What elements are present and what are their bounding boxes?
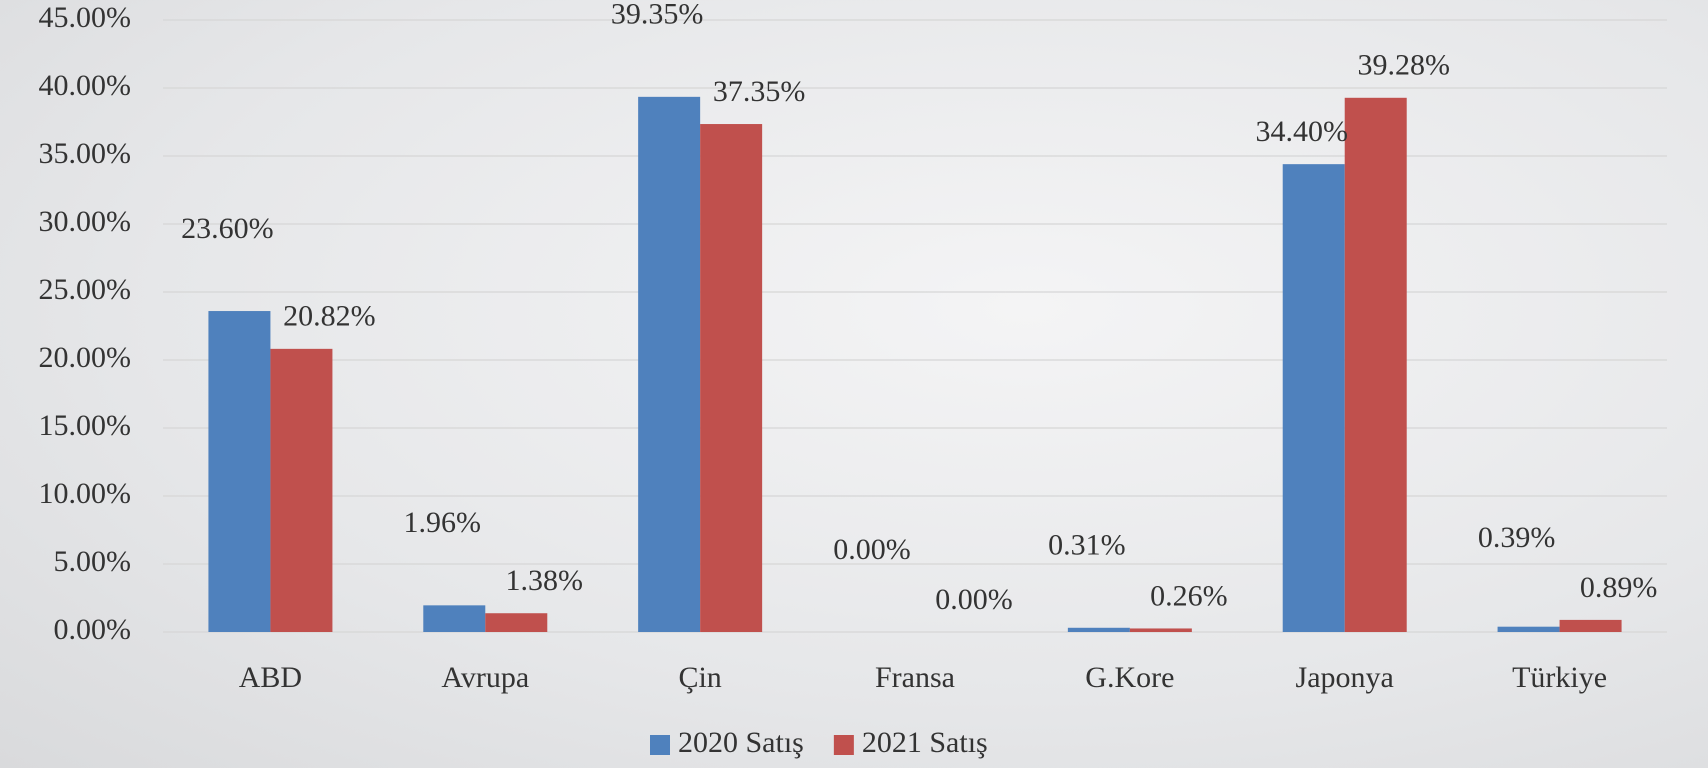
value-label: 0.89% <box>1580 571 1658 604</box>
value-label: 34.40% <box>1255 115 1348 148</box>
legend-swatch <box>833 735 854 755</box>
bar <box>1129 628 1192 632</box>
x-tick-label: Japonya <box>1296 661 1394 694</box>
bar <box>208 311 271 632</box>
y-tick-label: 35.00% <box>39 137 132 170</box>
bar <box>700 124 763 632</box>
x-tick-label: Fransa <box>875 661 955 694</box>
bar <box>270 348 333 632</box>
bar <box>1344 97 1407 633</box>
value-label: 39.35% <box>611 0 704 31</box>
value-label: 0.00% <box>833 533 911 566</box>
x-tick-label: Türkiye <box>1512 661 1607 694</box>
bar <box>1282 164 1345 632</box>
y-tick-label: 40.00% <box>39 69 132 102</box>
value-label: 37.35% <box>713 75 806 108</box>
value-label: 1.96% <box>404 506 482 539</box>
value-label: 23.60% <box>181 212 274 245</box>
value-label: 0.31% <box>1048 529 1126 562</box>
value-label: 0.00% <box>935 583 1013 616</box>
x-tick-label: G.Kore <box>1085 661 1174 694</box>
value-label: 39.28% <box>1357 49 1450 82</box>
x-tick-label: ABD <box>239 661 302 694</box>
x-tick-label: Çin <box>678 661 721 694</box>
value-label: 0.39% <box>1478 521 1556 554</box>
y-tick-label: 10.00% <box>39 477 132 510</box>
bar <box>1497 626 1560 632</box>
y-tick-label: 20.00% <box>39 341 132 374</box>
legend-label: 2021 Satış <box>862 726 988 759</box>
y-tick-label: 45.00% <box>39 1 132 34</box>
y-tick-label: 5.00% <box>54 545 132 578</box>
bar <box>485 613 548 632</box>
value-label: 0.26% <box>1150 579 1228 612</box>
y-tick-label: 25.00% <box>39 273 132 306</box>
value-label: 1.38% <box>506 564 584 597</box>
x-tick-label: Avrupa <box>441 661 529 694</box>
legend-label: 2020 Satış <box>678 726 804 759</box>
bar <box>638 96 701 633</box>
value-label: 20.82% <box>283 300 376 333</box>
bar <box>423 605 486 632</box>
legend-swatch <box>650 735 670 755</box>
bar <box>1559 619 1622 632</box>
y-tick-label: 0.00% <box>54 613 132 646</box>
bar <box>1067 627 1130 632</box>
y-tick-label: 15.00% <box>39 409 132 442</box>
y-tick-label: 30.00% <box>39 205 132 238</box>
